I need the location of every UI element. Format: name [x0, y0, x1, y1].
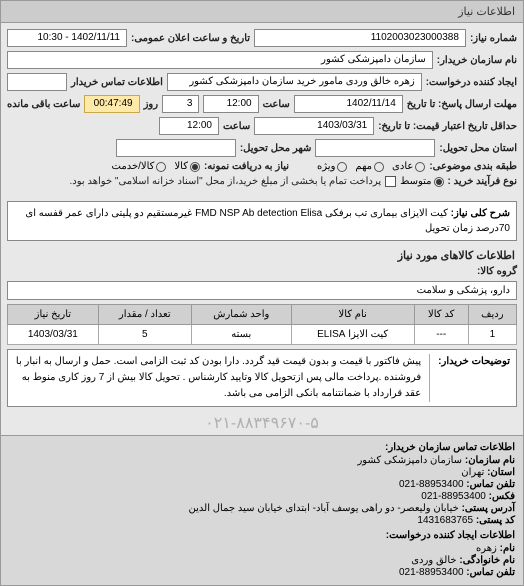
need-title-label: شرح کلی نیاز:: [451, 208, 510, 219]
addr-value: خیابان ولیعصر- دو راهی یوسف آباد- ابتدای…: [189, 503, 459, 514]
td: ---: [414, 325, 468, 345]
phone-value: 88953400-021: [399, 479, 464, 490]
phone2-label: تلفن تماس:: [466, 567, 515, 578]
valid-date-field: 1403/03/31: [254, 117, 374, 135]
time-label-1: ساعت: [263, 99, 290, 110]
need-title-text: کیت الایزای بیماری تب برفکی FMD NSP Ab d…: [25, 208, 510, 234]
priority-radio-group: عادی مهم ویژه: [317, 161, 425, 172]
buyer-notes-box: توضیحات خریدار: پیش فاکتور با قیمت و بدو…: [7, 349, 517, 407]
goods-section-title: اطلاعات کالاهای مورد نیاز: [1, 245, 523, 266]
receipt-radio-group: کالا کالا/خدمت: [112, 161, 200, 172]
addr-label: آدرس پستی:: [462, 503, 515, 514]
table-row: 1 --- کیت الایزا ELISA بسته 5 1403/03/31: [8, 325, 517, 345]
contact-section: اطلاعات تماس سازمان خریدار: نام سازمان: …: [1, 435, 523, 585]
announce-field: 1402/11/11 - 10:30: [7, 29, 127, 47]
tab-info[interactable]: اطلاعات نیاز: [1, 1, 523, 23]
process-checkbox[interactable]: [385, 176, 396, 187]
req-no-field: 1102003023000388: [254, 29, 466, 47]
th-0: ردیف: [468, 305, 516, 325]
receipt-label: نیاز به دریافت نمونه:: [204, 161, 289, 172]
phone-label: تلفن تماس:: [466, 479, 515, 490]
creator-field: زهره خالق وردی مامور خرید سازمان دامپزشک…: [167, 73, 422, 91]
td: بسته: [191, 325, 291, 345]
process-radio-group: متوسط: [400, 176, 443, 187]
reply-date-field: 1402/11/14: [294, 95, 403, 113]
family-label: نام خانوادگی:: [459, 555, 515, 566]
priority-opt-0[interactable]: عادی: [392, 161, 425, 172]
announce-label: تاریخ و ساعت اعلان عمومی:: [131, 33, 250, 44]
th-4: تعداد / مقدار: [98, 305, 191, 325]
prov-label: استان:: [487, 467, 515, 478]
th-3: واحد شمارش: [191, 305, 291, 325]
td: 1: [468, 325, 516, 345]
receipt-opt-1[interactable]: کالا/خدمت: [112, 161, 167, 172]
city-field: [116, 139, 236, 157]
buyer-contact-field: [7, 73, 67, 91]
days-label: روز: [144, 99, 159, 110]
countdown-label: ساعت باقی مانده: [7, 99, 80, 110]
fax-value: 88953400-021: [421, 491, 486, 502]
th-1: کد کالا: [414, 305, 468, 325]
receipt-opt-0[interactable]: کالا: [174, 161, 200, 172]
reply-time-field: 12:00: [203, 95, 258, 113]
process-note: پرداخت تمام یا بخشی از مبلغ خرید،از محل …: [70, 176, 382, 187]
radio-icon: [337, 162, 347, 172]
org-value: سازمان دامپزشکی کشور: [357, 455, 462, 466]
post-label: کد پستی:: [476, 515, 515, 526]
radio-icon: [415, 162, 425, 172]
family-value: خالق وردی: [411, 555, 456, 566]
need-title-box: شرح کلی نیاز: کیت الایزای بیماری تب برفک…: [7, 201, 517, 241]
radio-icon: [374, 162, 384, 172]
group-field: دارو، پزشکی و سلامت: [7, 281, 517, 300]
creator-label: ایجاد کننده درخواست:: [426, 77, 517, 88]
province-field: [315, 139, 435, 157]
org-label: نام سازمان:: [465, 455, 515, 466]
table-header-row: ردیف کد کالا نام کالا واحد شمارش تعداد /…: [8, 305, 517, 325]
watermark-phone: ۰۲۱-۸۸۳۴۹۶۷۰-۵: [1, 411, 523, 435]
time-label-2: ساعت: [223, 121, 250, 132]
valid-label: حداقل تاریخ اعتبار قیمت: تا تاریخ:: [378, 121, 517, 132]
form-section: شماره نیاز: 1102003023000388 تاریخ و ساع…: [1, 23, 523, 197]
group-label: گروه کالا:: [477, 266, 517, 277]
days-remain-field: 3: [162, 95, 199, 113]
priority-opt-1[interactable]: مهم: [355, 161, 384, 172]
main-container: اطلاعات نیاز شماره نیاز: 110200302300038…: [0, 0, 524, 586]
priority-opt-2[interactable]: ویژه: [317, 161, 347, 172]
buyer-notes-label: توضیحات خریدار:: [429, 354, 510, 402]
radio-icon: [156, 162, 166, 172]
td: کیت الایزا ELISA: [291, 325, 414, 345]
valid-time-field: 12:00: [159, 117, 219, 135]
city-label: شهر محل تحویل:: [240, 143, 312, 154]
process-label: نوع فرآیند خرید :: [448, 176, 517, 187]
goods-table: ردیف کد کالا نام کالا واحد شمارش تعداد /…: [7, 304, 517, 345]
province-label: استان محل تحویل:: [439, 143, 517, 154]
req-no-label: شماره نیاز:: [470, 33, 517, 44]
fax-label: فکس:: [489, 491, 515, 502]
contact-title-1: اطلاعات تماس سازمان خریدار:: [9, 442, 515, 453]
radio-icon: [190, 162, 200, 172]
priority-label: طبقه بندی موضوعی:: [429, 161, 517, 172]
prov-value: تهران: [461, 467, 484, 478]
phone2-value: 88953400-021: [399, 567, 464, 578]
buyer-field: سازمان دامپزشکی کشور: [7, 51, 433, 69]
th-5: تاریخ نیاز: [8, 305, 99, 325]
name-label: نام:: [500, 543, 515, 554]
buyer-notes-text: پیش فاکتور با قیمت و بدون قیمت قید گردد.…: [14, 354, 421, 402]
process-opt-0[interactable]: متوسط: [400, 176, 443, 187]
td: 1403/03/31: [8, 325, 99, 345]
td: 5: [98, 325, 191, 345]
radio-icon: [434, 177, 444, 187]
contact-title-2: اطلاعات ایجاد کننده درخواست:: [9, 530, 515, 541]
post-value: 1431683765: [417, 515, 473, 526]
buyer-contact-label: اطلاعات تماس خریدار: [71, 77, 163, 88]
buyer-label: نام سازمان خریدار:: [437, 55, 517, 66]
countdown-field: 00:47:49: [84, 95, 139, 113]
th-2: نام کالا: [291, 305, 414, 325]
reply-deadline-label: مهلت ارسال پاسخ: تا تاریخ: [407, 99, 517, 110]
name-value: زهره: [476, 543, 497, 554]
